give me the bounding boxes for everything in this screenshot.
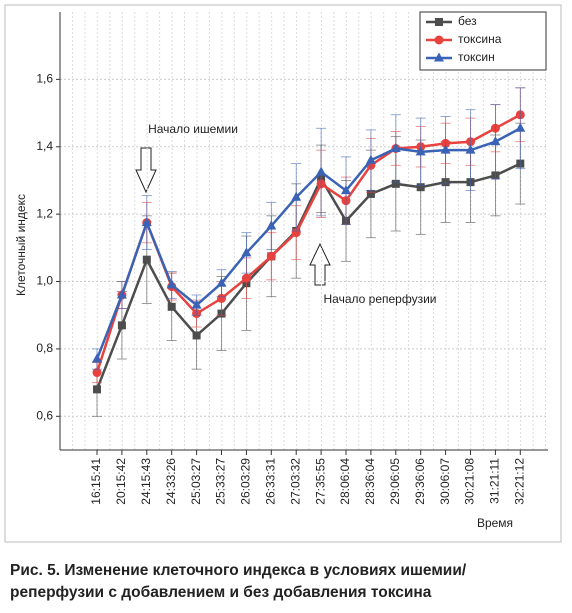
point bbox=[465, 144, 476, 154]
point bbox=[316, 166, 327, 176]
point bbox=[291, 191, 302, 201]
ischemia-arrow bbox=[135, 147, 157, 194]
point bbox=[390, 142, 401, 152]
x-tick-label: 24:15:43 bbox=[139, 458, 153, 505]
x-tick-label: 30:21:08 bbox=[463, 458, 477, 505]
chart-frame bbox=[4, 4, 562, 543]
x-tick-label: 25:03:27 bbox=[189, 458, 203, 505]
x-tick-label: 32:21:12 bbox=[512, 458, 526, 505]
point bbox=[93, 385, 101, 394]
y-axis-label: Клеточный индекс bbox=[14, 194, 28, 296]
y-tick-label: 1,0 bbox=[36, 274, 53, 288]
y-tick-label: 0,8 bbox=[36, 341, 53, 355]
x-tick-label: 27:35:55 bbox=[313, 458, 327, 505]
y-tick-label: 0,6 bbox=[36, 408, 53, 422]
point bbox=[291, 228, 301, 238]
caption-line: реперфузии с добавлением и без добавлени… bbox=[10, 584, 432, 601]
point bbox=[116, 289, 127, 299]
legend-label: токсин bbox=[458, 50, 495, 64]
point bbox=[440, 144, 451, 154]
x-tick-label: 29:06:05 bbox=[388, 458, 402, 505]
point bbox=[266, 251, 276, 261]
point bbox=[366, 189, 375, 198]
legend-label: без bbox=[458, 14, 477, 28]
series-line bbox=[95, 127, 521, 360]
point bbox=[167, 302, 176, 311]
point bbox=[434, 35, 444, 45]
chart: Клеточный индекс Время 0,6 0,8 1,0 1,2 1,4 1,… bbox=[4, 4, 562, 543]
x-tick-label: 25:33:27 bbox=[214, 458, 228, 505]
point bbox=[166, 279, 177, 289]
caption: Рис. 5. Изменение клеточного индекса в у… bbox=[10, 560, 565, 604]
point bbox=[391, 179, 400, 188]
point bbox=[92, 368, 102, 378]
x-tick-label: 26:03:29 bbox=[239, 458, 253, 505]
point bbox=[515, 122, 526, 132]
caption-line: Рис. 5. Изменение клеточного индекса в у… bbox=[10, 562, 467, 579]
x-tick-label: 16:15:41 bbox=[89, 458, 103, 505]
point bbox=[341, 185, 351, 195]
x-axis-label: Время bbox=[477, 516, 513, 530]
reperfusion-arrow bbox=[309, 242, 331, 286]
x-tick-label: 26:33:31 bbox=[263, 458, 277, 505]
annotation: Начало реперфузии bbox=[324, 292, 437, 306]
y-tick-label: 1,2 bbox=[36, 206, 53, 220]
x-tick-label: 31:21:11 bbox=[488, 458, 502, 504]
point bbox=[141, 217, 152, 227]
x-tick-label: 20:15:42 bbox=[114, 458, 128, 505]
x-tick-label: 30:06:07 bbox=[438, 458, 452, 505]
point bbox=[241, 273, 251, 283]
point bbox=[142, 255, 151, 264]
point bbox=[241, 247, 252, 257]
point bbox=[217, 293, 226, 303]
point bbox=[434, 52, 444, 62]
point bbox=[266, 220, 277, 230]
x-tick-label: 29:36:06 bbox=[413, 458, 427, 505]
point bbox=[365, 154, 376, 164]
point bbox=[192, 331, 201, 340]
annotation: Начало ишемии bbox=[148, 122, 238, 136]
point bbox=[92, 353, 102, 363]
x-tick-label: 27:03:32 bbox=[288, 458, 302, 505]
point bbox=[216, 277, 227, 287]
x-tick-label: 28:36:04 bbox=[363, 458, 377, 505]
point bbox=[117, 321, 126, 330]
x-tick-label: 28:06:04 bbox=[338, 458, 352, 505]
y-tick-label: 1,6 bbox=[36, 72, 53, 86]
point bbox=[415, 146, 426, 156]
point bbox=[490, 136, 501, 146]
y-tick-label: 1,4 bbox=[36, 139, 53, 153]
point bbox=[435, 18, 443, 26]
x-tick-label: 24:33:26 bbox=[164, 458, 178, 505]
point bbox=[416, 183, 425, 192]
legend-label: токсина bbox=[458, 32, 502, 46]
point bbox=[191, 299, 202, 309]
series-line bbox=[95, 162, 521, 390]
